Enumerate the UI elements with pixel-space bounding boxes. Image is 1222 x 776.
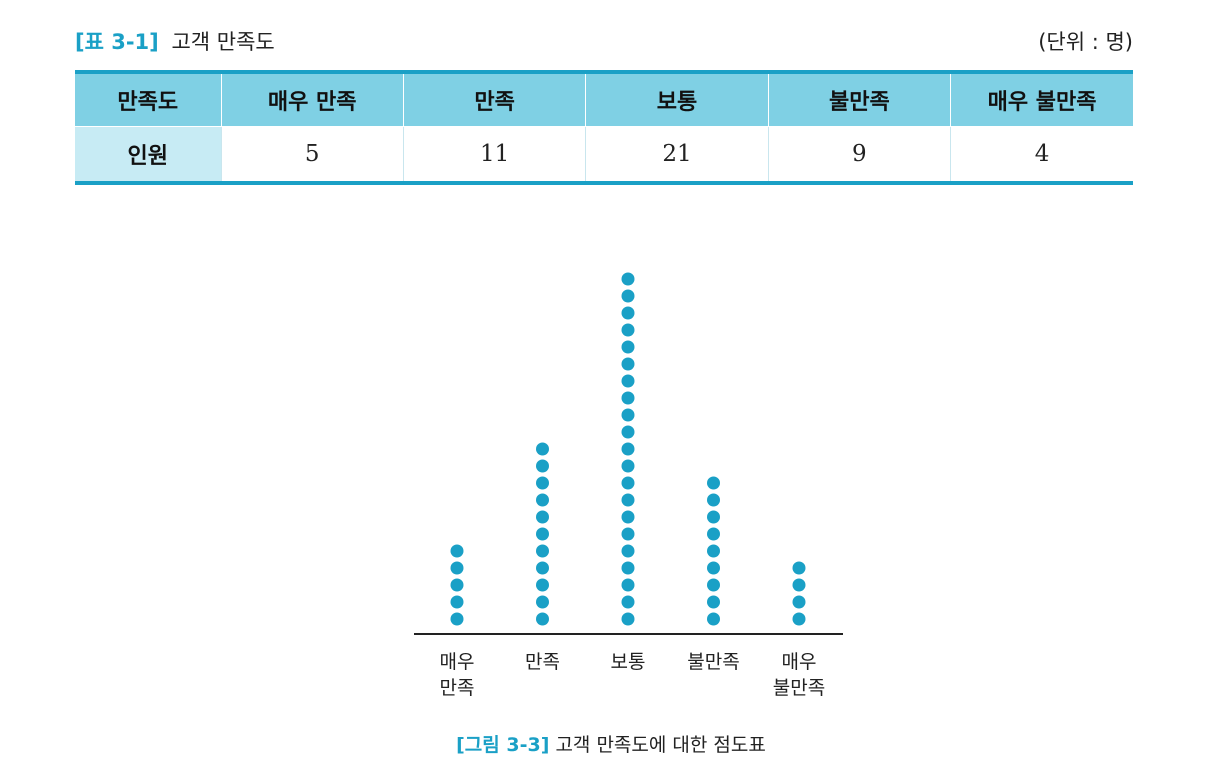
dot-mark: [621, 442, 635, 456]
dot-mark: [621, 323, 635, 337]
dot-mark: [707, 561, 720, 575]
x-tick-label: 보통: [611, 651, 646, 673]
x-tick-label: 만족: [525, 651, 560, 673]
dot-mark: [707, 578, 720, 592]
column-header: 만족: [402, 72, 586, 127]
dot-mark: [450, 578, 464, 592]
dot-mark: [621, 544, 635, 558]
dot-mark: [450, 595, 464, 609]
dot-mark: [621, 578, 635, 592]
dot-mark: [707, 476, 720, 490]
dot-mark: [536, 493, 549, 507]
dot-mark: [621, 374, 635, 388]
value-cell: 21: [585, 126, 769, 183]
dot-mark: [621, 459, 635, 473]
column-header: 매우 불만족: [950, 72, 1133, 127]
value-cell: 4: [950, 126, 1133, 183]
dot-mark: [792, 595, 806, 609]
table-caption-title: 고객 만족도: [171, 30, 275, 54]
dot-plot: 매우 만족 만족 보통 불만족 매우 불만족: [414, 272, 843, 699]
figure-caption: [그림 3-3] 고객 만족도에 대한 점도표: [0, 730, 1222, 757]
dot-mark: [621, 493, 635, 507]
table-caption-tag: [표 3-1]: [75, 30, 159, 54]
x-tick-label: 매우 만족: [440, 651, 475, 699]
dot-mark: [536, 459, 549, 473]
table-header-row: 만족도 매우 만족 만족 보통 불만족 매우 불만족: [75, 72, 1133, 127]
row-label-cell: 인원: [75, 126, 221, 183]
dot-mark: [536, 561, 549, 575]
dot-mark: [450, 612, 464, 626]
dot-mark: [621, 357, 635, 371]
dot-mark: [621, 340, 635, 354]
column-header: 보통: [585, 72, 769, 127]
dot-mark: [536, 476, 549, 490]
dot-mark: [621, 272, 635, 286]
column-header: 불만족: [767, 72, 951, 127]
dot-mark: [707, 544, 720, 558]
table-row: 인원 5 11 21 9 4: [75, 126, 1133, 183]
value-cell: 5: [220, 126, 404, 183]
dot-mark: [707, 527, 720, 541]
table-caption: [표 3-1] 고객 만족도 (단위 : 명): [75, 26, 1133, 56]
value-cell: 9: [767, 126, 951, 183]
dot-mark: [792, 612, 806, 626]
dot-mark: [536, 544, 549, 558]
dot-mark: [621, 425, 635, 439]
dot-mark: [536, 612, 549, 626]
dot-mark: [707, 510, 720, 524]
x-tick-label: 불만족: [687, 651, 739, 673]
dot-mark: [621, 306, 635, 320]
dot-mark: [621, 595, 635, 609]
dot-mark: [792, 561, 806, 575]
dot-mark: [536, 578, 549, 592]
dot-mark: [621, 289, 635, 303]
dot-mark: [536, 510, 549, 524]
unit-label: (단위 : 명): [1038, 30, 1133, 54]
dot-mark: [621, 476, 635, 490]
dot-mark: [707, 493, 720, 507]
header-label-cell: 만족도: [75, 72, 221, 127]
dot-mark: [621, 612, 635, 626]
dot-mark: [621, 561, 635, 575]
value-cell: 11: [402, 126, 586, 183]
dot-mark: [450, 544, 464, 558]
dot-mark: [621, 391, 635, 405]
column-header: 매우 만족: [220, 72, 404, 127]
dot-mark: [621, 510, 635, 524]
dot-mark: [707, 595, 720, 609]
dot-mark: [450, 561, 464, 575]
dot-mark: [536, 595, 549, 609]
dot-mark: [536, 527, 549, 541]
figure-caption-title: 고객 만족도에 대한 점도표: [555, 734, 766, 756]
dot-mark: [621, 527, 635, 541]
dot-mark: [621, 408, 635, 422]
dot-mark: [707, 612, 720, 626]
x-tick-label: 매우 불만족: [773, 651, 825, 699]
dot-mark: [536, 442, 549, 456]
figure-caption-tag: [그림 3-3]: [456, 734, 550, 756]
satisfaction-table: 만족도 매우 만족 만족 보통 불만족 매우 불만족 인원 5 11 21 9 …: [75, 70, 1133, 185]
dot-mark: [792, 578, 806, 592]
